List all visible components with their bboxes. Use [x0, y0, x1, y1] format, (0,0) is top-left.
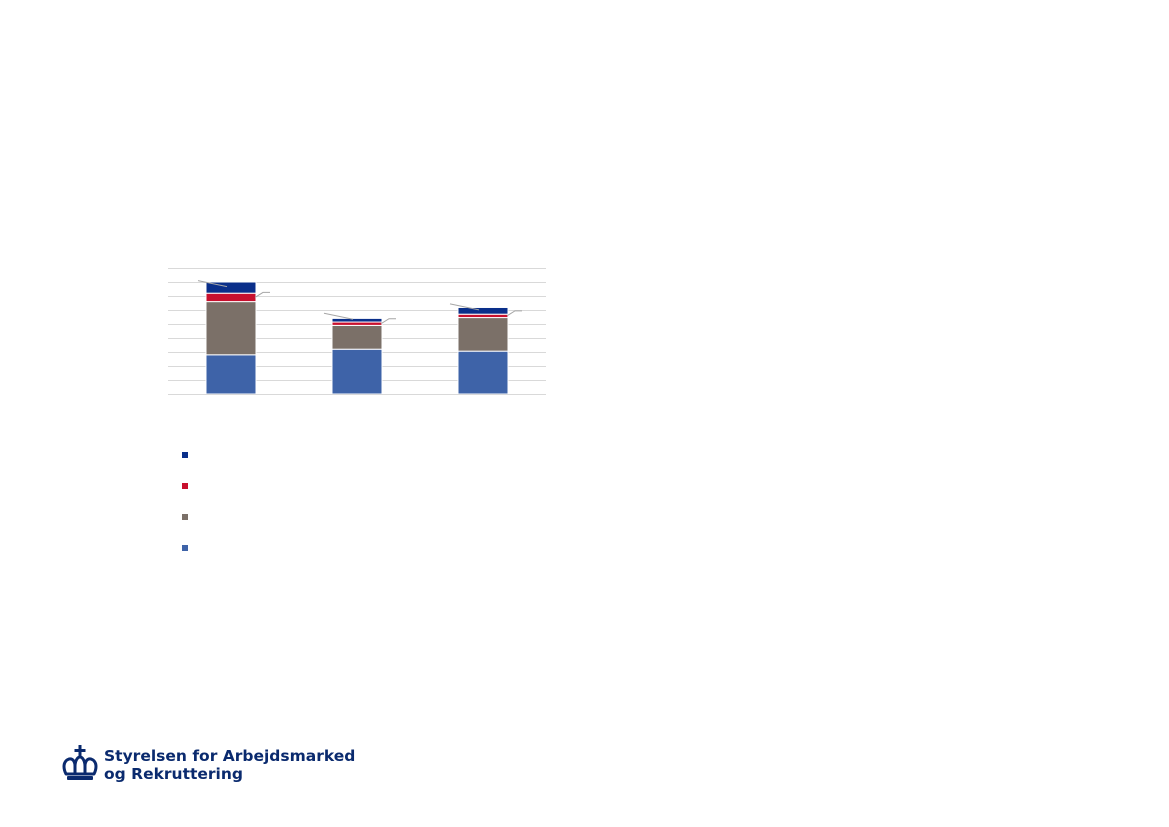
leader-line	[197, 280, 228, 288]
legend-marker-series-2	[182, 514, 188, 520]
bar-segment-3-series-3	[457, 313, 509, 319]
agency-name-line2: og Rekruttering	[104, 765, 243, 783]
bar-segment-3-series-4	[457, 306, 509, 315]
legend-marker-series-4	[182, 452, 188, 458]
leader-line	[323, 312, 354, 320]
bar-segment-2-series-2	[331, 324, 383, 350]
legend-marker-series-1	[182, 545, 188, 551]
bar-segment-3-series-2	[457, 317, 509, 352]
leader-line	[254, 291, 270, 298]
bar-segment-1-series-4	[205, 281, 257, 294]
brand-logo: Styrelsen for Arbejdsmarked og Rekrutter…	[60, 744, 355, 788]
agency-name: Styrelsen for Arbejdsmarked og Rekrutter…	[104, 747, 355, 783]
leader-line	[449, 303, 480, 311]
agency-name-line1: Styrelsen for Arbejdsmarked	[104, 747, 356, 765]
legend-marker-series-3	[182, 483, 188, 489]
crown-icon	[62, 745, 98, 780]
bar-segment-2-series-4	[331, 317, 383, 323]
leader-line	[506, 310, 522, 317]
bar-segment-1-series-2	[205, 301, 257, 356]
bar-segment-2-series-1	[331, 348, 383, 395]
bar-segment-1-series-1	[205, 354, 257, 395]
bar-segment-2-series-3	[331, 321, 383, 326]
bar-segment-3-series-1	[457, 350, 509, 395]
leader-line	[380, 318, 396, 325]
bar-segment-1-series-3	[205, 292, 257, 303]
